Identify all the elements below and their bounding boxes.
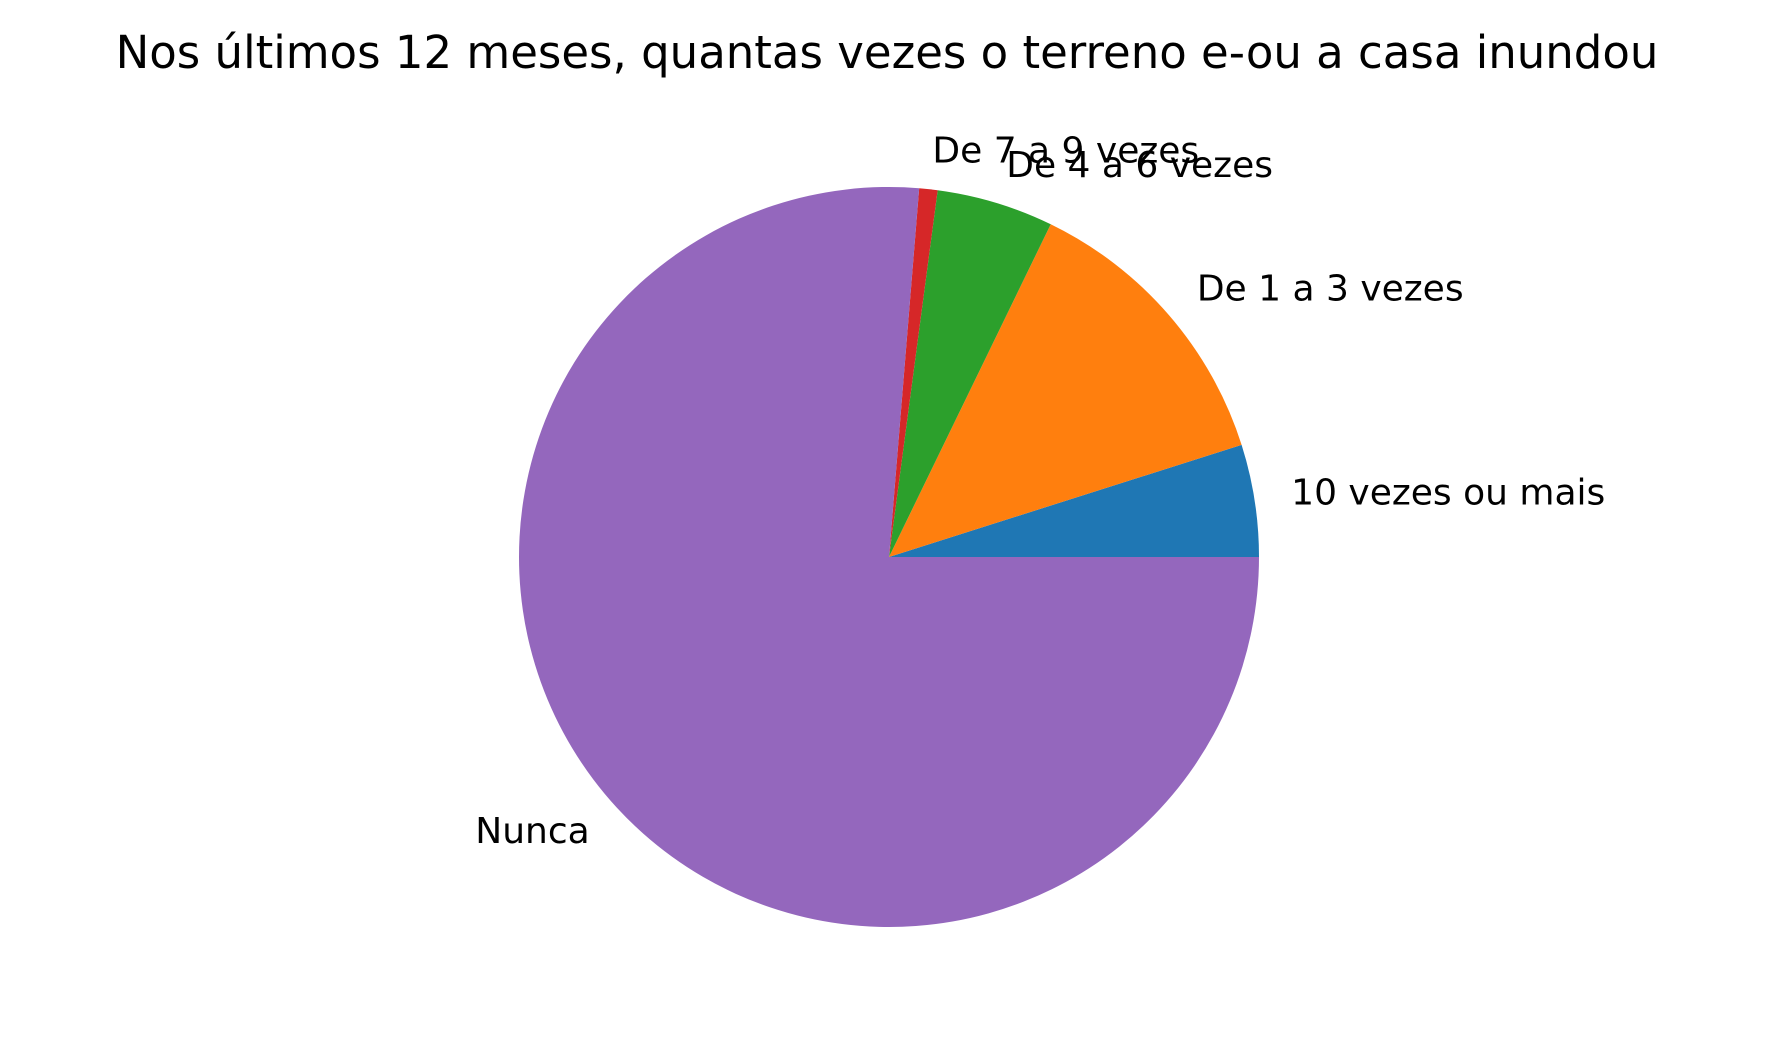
pie-slice-3 (889, 188, 938, 557)
chart-title: Nos últimos 12 meses, quantas vezes o te… (116, 26, 1659, 79)
pie-slice-label-4: Nunca (475, 811, 589, 852)
pie-slice-label-3: De 7 a 9 vezes (932, 130, 1199, 171)
pie-slice-1 (889, 224, 1242, 557)
pie-slice-label-0: 10 vezes ou mais (1291, 473, 1605, 514)
pie-labels: 10 vezes ou mais De 1 a 3 vezes De 4 a 6 v… (475, 130, 1605, 851)
pie-slice-2 (889, 190, 1051, 557)
pie-slice-4 (519, 187, 1259, 928)
pie-slice-0 (889, 444, 1259, 557)
pie-slice-label-1: De 1 a 3 vezes (1197, 269, 1464, 310)
pie-slice-label-2: De 4 a 6 vezes (1006, 145, 1273, 186)
pie-slices (519, 187, 1259, 928)
